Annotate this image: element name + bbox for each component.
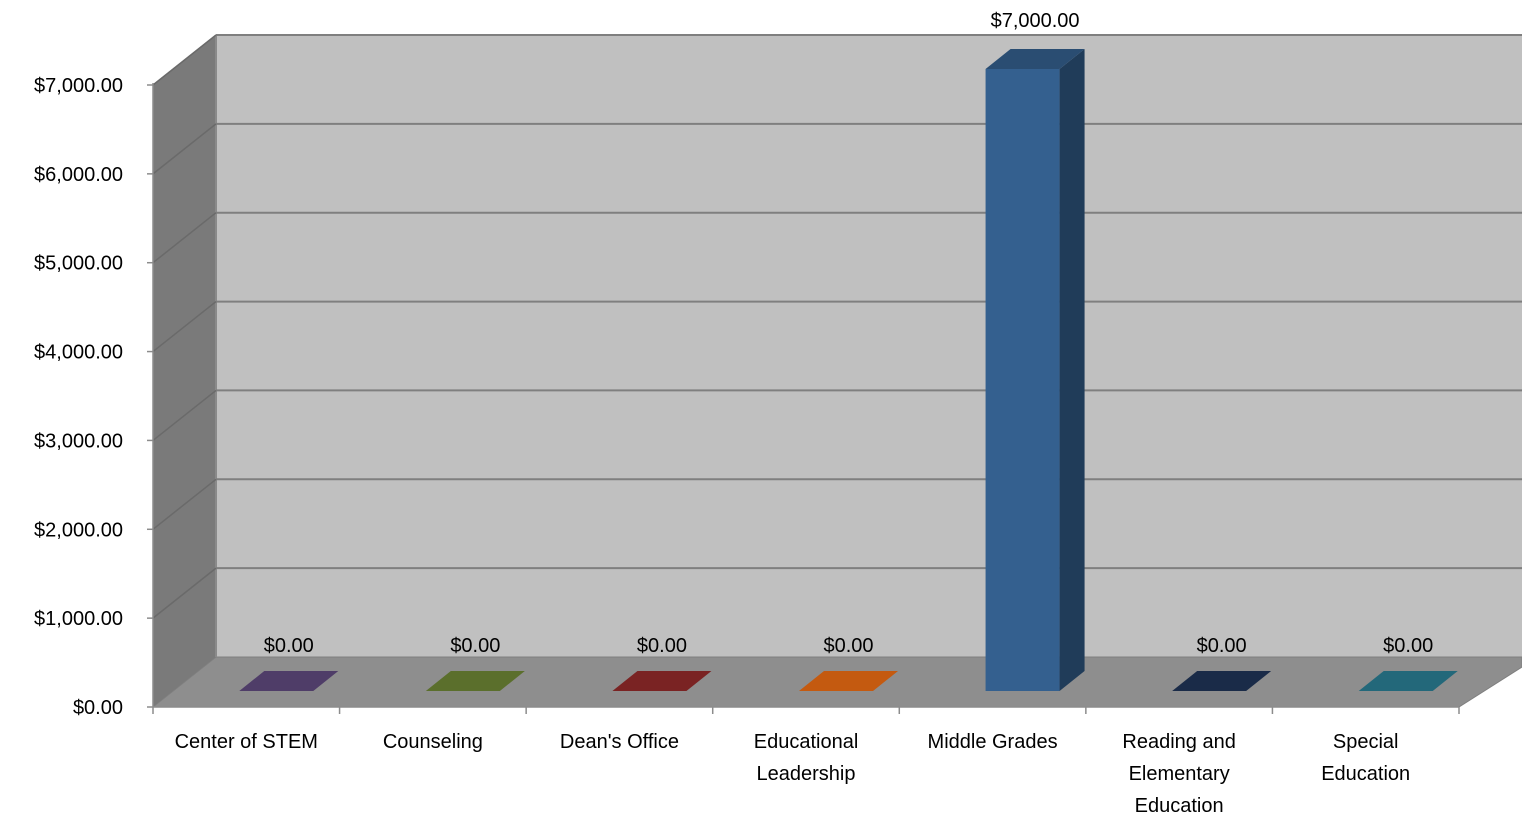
bar (1358, 671, 1458, 691)
data-label: $0.00 (450, 635, 500, 657)
y-tick-label: $3,000.00 (34, 430, 123, 452)
x-tick-label: Counseling (383, 731, 483, 753)
bar-side (1059, 49, 1085, 691)
x-tick-label: Center of STEM (175, 731, 318, 753)
side-wall (152, 33, 217, 709)
bar-top (239, 671, 339, 691)
bar (799, 671, 898, 691)
bar (425, 671, 525, 691)
gridline-side (152, 300, 217, 353)
bar-top (612, 671, 712, 691)
data-label: $0.00 (1383, 635, 1433, 657)
bar (985, 49, 1085, 691)
x-tick-label: Special Education (1321, 731, 1410, 785)
back-wall (216, 35, 1522, 657)
data-labels: $0.00 $0.00 $0.00 $0.00 $7,000.00 $0.00 $0.00 (264, 10, 1433, 657)
bar (239, 671, 339, 691)
gridlines (152, 34, 1522, 619)
y-axis: $0.00 $1,000.00 $2,000.00 $3,000.00 $4,000.0… (34, 75, 154, 719)
y-tick-label: $4,000.00 (34, 342, 123, 364)
bar (1172, 671, 1272, 691)
data-label: $7,000.00 (991, 10, 1080, 32)
bar-top (425, 671, 525, 691)
data-label: $0.00 (637, 635, 687, 657)
bar-top (799, 671, 898, 691)
gridline-side (152, 478, 217, 530)
gridline-side (152, 123, 217, 175)
y-tick-label: $7,000.00 (34, 75, 123, 97)
bar-top (1358, 671, 1458, 691)
x-tick-label: Reading and Elementary Education (1122, 731, 1235, 817)
x-tick-label: Dean's Office (560, 731, 679, 753)
bar-top (1172, 671, 1272, 691)
data-label: $0.00 (264, 635, 314, 657)
data-label: $0.00 (823, 635, 873, 657)
y-tick-label: $6,000.00 (34, 164, 123, 186)
gridline-side (152, 389, 217, 442)
x-axis: Center of STEM Counseling Dean's Office Edu… (152, 706, 1460, 817)
bar-front (985, 69, 1060, 691)
y-tick-label: $0.00 (73, 697, 123, 719)
gridline-side (152, 212, 217, 264)
bar (612, 671, 712, 691)
y-tick-label: $2,000.00 (34, 519, 123, 541)
y-tick-label: $1,000.00 (34, 608, 123, 630)
gridline-side (152, 34, 217, 86)
data-label: $0.00 (1197, 635, 1247, 657)
chart-walls (151, 33, 1522, 709)
y-tick-label: $5,000.00 (34, 253, 123, 275)
x-tick-label: Educational Leadership (754, 731, 859, 785)
x-tick-label: Middle Grades (928, 731, 1058, 753)
gridline-side (152, 567, 217, 619)
bars (239, 49, 1458, 691)
bar-top (985, 49, 1085, 69)
